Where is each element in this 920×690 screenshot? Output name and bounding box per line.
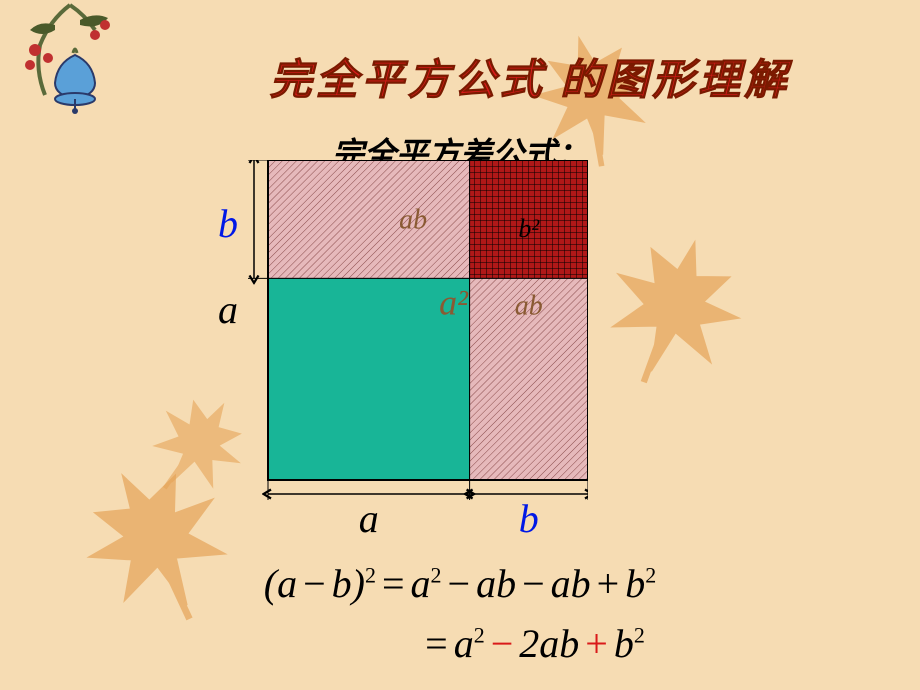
- svg-text:ab: ab: [515, 291, 543, 322]
- square-diagram: abb²a²abbaab: [198, 160, 588, 550]
- svg-text:ab: ab: [399, 205, 427, 236]
- svg-text:a: a: [218, 287, 238, 332]
- svg-text:a²: a²: [439, 283, 469, 323]
- svg-text:a: a: [359, 496, 379, 541]
- formula-line-2: =a2−2ab+b2: [0, 620, 920, 667]
- svg-text:b²: b²: [518, 214, 540, 243]
- svg-text:b: b: [218, 201, 238, 246]
- bell-flower-decoration: [0, 0, 140, 140]
- slide-title: 完全平方公式 的图形理解: [180, 46, 880, 107]
- formula-line-1: (a−b)2=a2−ab−ab+b2: [0, 560, 920, 607]
- svg-text:b: b: [519, 496, 539, 541]
